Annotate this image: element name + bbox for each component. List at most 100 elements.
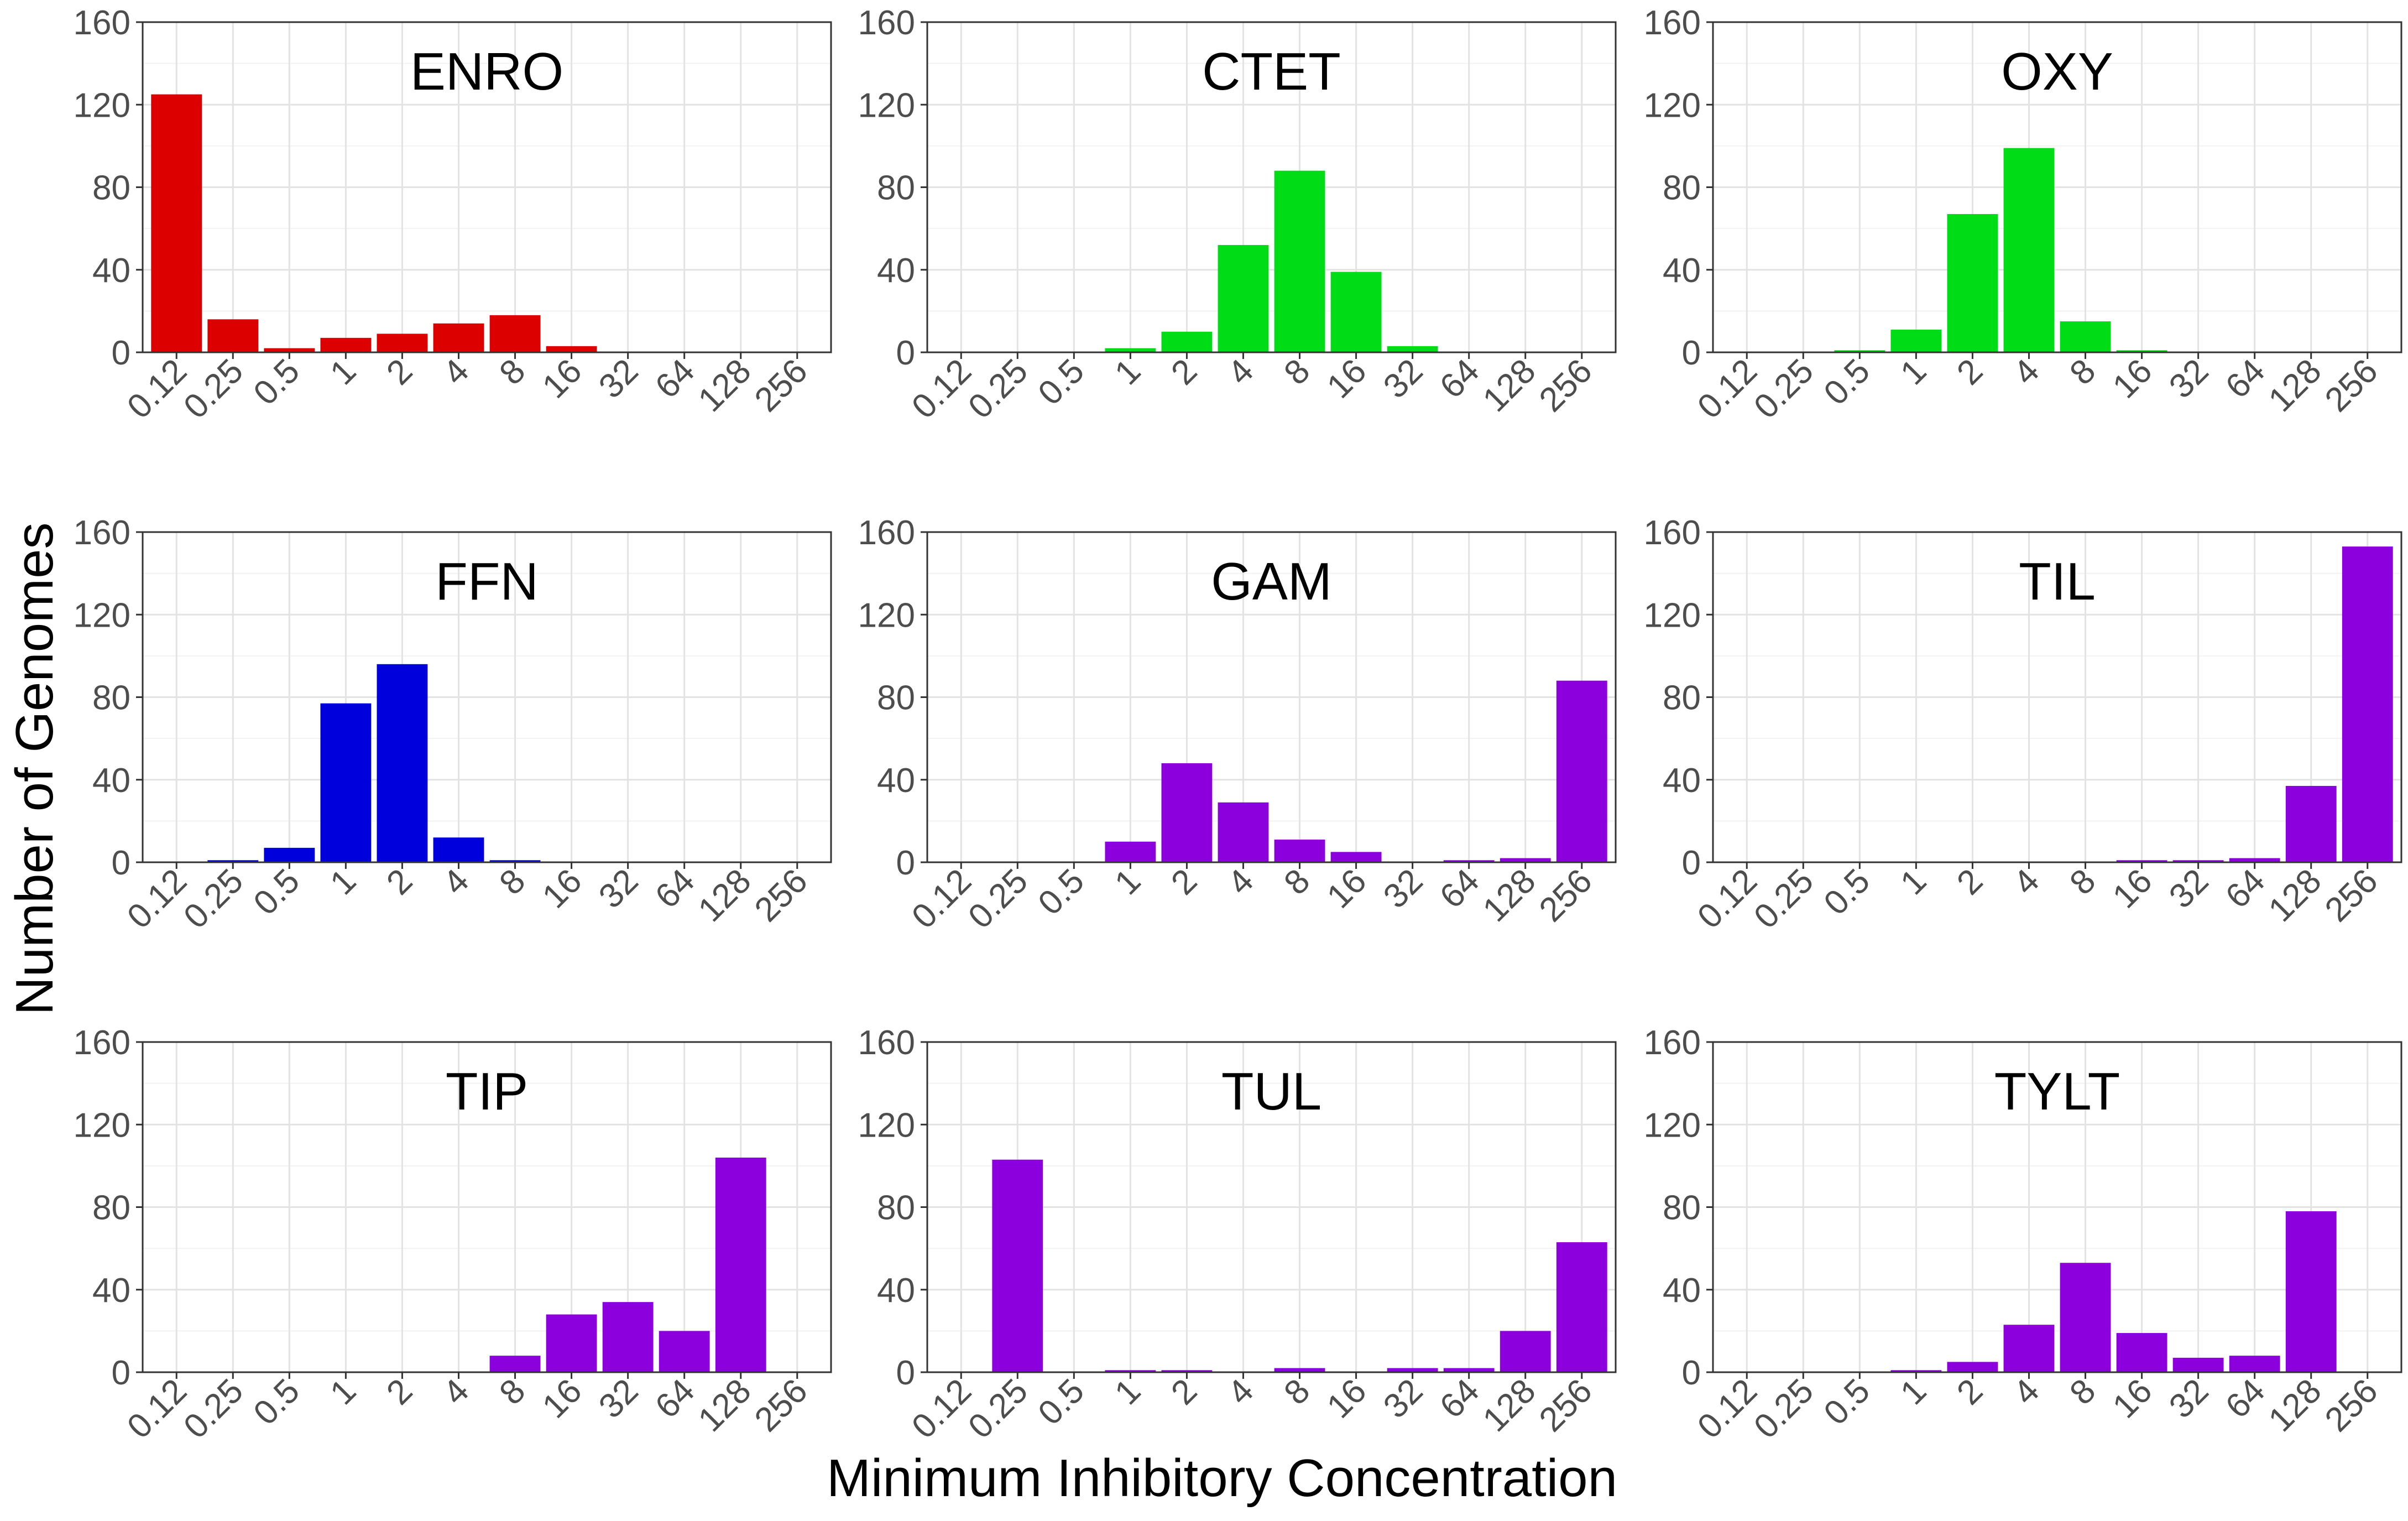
y-tick-label: 40 [1663,762,1701,800]
y-tick-label: 40 [92,1272,130,1310]
y-tick-label: 0 [112,1354,130,1392]
x-tick-label: 64 [2218,862,2273,916]
y-tick-label: 80 [877,679,915,717]
x-tick-label: 256 [2318,862,2385,929]
x-tick-label: 4 [436,1372,476,1412]
x-tick-label: 16 [1320,1372,1374,1426]
y-tick-label: 80 [1663,679,1701,717]
x-tick-label: 16 [535,352,589,406]
bar [2003,148,2055,352]
bar [602,1302,654,1372]
x-tick-label: 2 [379,862,420,902]
y-tick-label: 80 [92,679,130,717]
x-tick-label: 128 [691,352,759,419]
x-tick-label: 0.25 [1747,352,1821,426]
y-tick-label: 80 [877,1189,915,1227]
bar [1947,214,1998,352]
y-tick-label: 0 [896,334,915,372]
x-tick-label: 64 [648,352,702,406]
y-tick-label: 120 [858,596,915,634]
y-tick-label: 160 [74,514,130,552]
x-tick-label: 1 [323,1372,363,1412]
bar [1443,860,1495,862]
x-tick-label: 16 [2106,1372,2160,1426]
x-tick-label: 4 [2006,1372,2046,1412]
panel-title: CTET [1202,42,1341,101]
x-tick-label: 32 [2162,862,2216,916]
y-tick-label: 80 [92,1189,130,1227]
x-tick-label: 16 [1320,862,1374,916]
x-tick-label: 0.5 [1816,352,1877,413]
x-tick-label: 4 [1220,862,1261,902]
bar [1500,858,1551,862]
bar [1274,170,1325,352]
bar [1443,1368,1495,1372]
x-tick-label: 0.25 [1747,1372,1821,1446]
y-tick-label: 0 [112,844,130,882]
x-tick-label: 0.25 [176,352,250,426]
x-tick-label: 0.5 [1816,862,1877,923]
x-tick-label: 1 [1108,352,1148,392]
panel-title: OXY [2001,42,2113,101]
y-tick-label: 120 [74,596,130,634]
y-tick-label: 160 [858,514,915,552]
y-tick-label: 0 [1682,844,1701,882]
bar [433,323,484,352]
x-tick-label: 8 [2062,862,2103,902]
x-tick-label: 0.12 [120,862,194,936]
y-tick-label: 120 [1644,596,1701,634]
x-tick-label: 0.5 [246,1372,307,1433]
x-tick-label: 2 [379,352,420,392]
bar [2285,785,2337,862]
bar [2229,1356,2280,1372]
x-tick-label: 256 [1532,1372,1600,1439]
y-tick-label: 0 [896,844,915,882]
bar [715,1157,766,1372]
x-tick-label: 0.25 [1747,862,1821,936]
bar [264,348,315,352]
bar [207,860,259,862]
y-tick-label: 40 [877,1272,915,1310]
bar [1105,841,1156,862]
bar [2116,350,2167,352]
y-tick-label: 0 [112,334,130,372]
bar [489,1356,541,1372]
bar [2342,546,2393,862]
bar [546,346,597,352]
x-tick-label: 64 [648,862,702,916]
x-tick-label: 16 [2106,862,2160,916]
bar [1218,244,1269,352]
x-axis-label: Minimum Inhibitory Concentration [827,1449,1617,1508]
x-tick-label: 0.12 [905,862,979,936]
bar [1105,1370,1156,1372]
bar [320,703,372,862]
y-tick-label: 40 [1663,252,1701,290]
bar [659,1331,710,1372]
x-tick-label: 1 [1893,862,1934,902]
x-tick-label: 2 [1164,862,1204,902]
bar [2116,860,2167,862]
y-tick-label: 80 [877,169,915,207]
bar [1330,272,1382,352]
bar [1387,1368,1438,1372]
y-tick-label: 160 [1644,1024,1701,1062]
x-tick-label: 128 [2261,862,2329,929]
bar [264,847,315,862]
x-tick-label: 256 [1532,352,1600,419]
x-tick-label: 64 [2218,352,2273,406]
y-tick-label: 80 [1663,1189,1701,1227]
x-tick-label: 16 [535,862,589,916]
x-tick-label: 8 [2062,1372,2103,1412]
bar [2172,860,2224,862]
bar [2229,858,2280,862]
bar [546,1314,597,1372]
bar [1834,350,1885,352]
x-tick-label: 64 [1433,862,1487,916]
x-tick-label: 16 [1320,352,1374,406]
x-tick-label: 0.5 [1031,352,1091,413]
